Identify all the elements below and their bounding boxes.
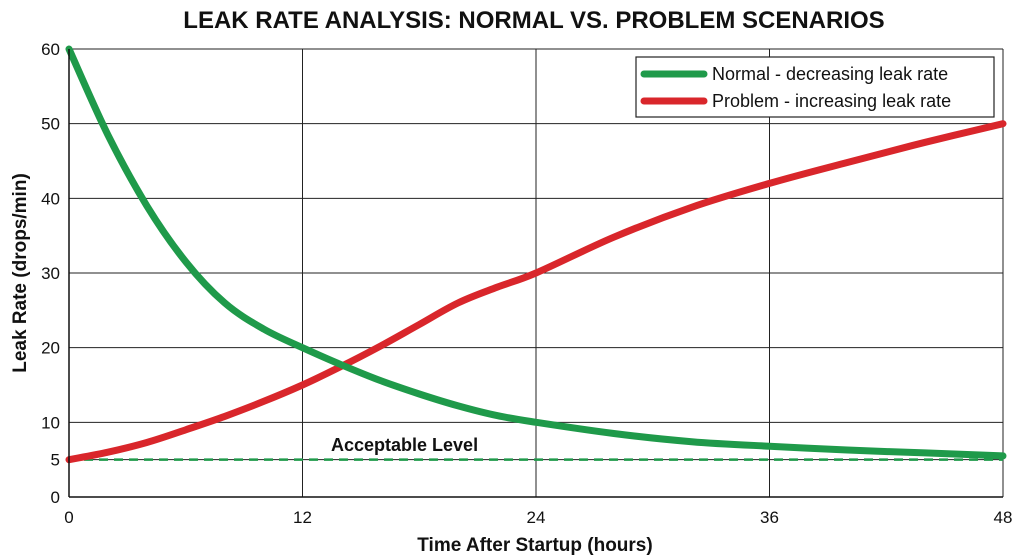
x-tick-label: 12 — [293, 508, 312, 527]
y-tick-label: 20 — [41, 339, 60, 358]
series-group — [65, 45, 1007, 464]
y-axis-label: Leak Rate (drops/min) — [10, 173, 31, 373]
axes — [68, 49, 1003, 498]
x-tick-label: 0 — [64, 508, 73, 527]
y-tick-label: 30 — [41, 264, 60, 283]
y-tick-label: 40 — [41, 189, 60, 208]
acceptable-level-label: Acceptable Level — [331, 435, 478, 455]
y-tick-label: 5 — [51, 451, 60, 470]
y-ticks: 0 5 10 20 30 40 50 60 — [41, 40, 60, 507]
reference-line-group: Acceptable Level — [69, 435, 1003, 461]
y-tick-label: 10 — [41, 413, 60, 432]
x-tick-label: 36 — [760, 508, 779, 527]
legend-box — [635, 56, 995, 118]
y-tick-label: 0 — [51, 488, 60, 507]
y-tick-label: 60 — [41, 40, 60, 59]
x-tick-label: 24 — [527, 508, 546, 527]
y-tick-label: 50 — [41, 115, 60, 134]
problem-series-line — [65, 120, 1007, 464]
chart-title: LEAK RATE ANALYSIS: NORMAL VS. PROBLEM S… — [183, 7, 884, 34]
legend: Normal - decreasing leak rate Problem - i… — [635, 56, 995, 118]
legend-label: Normal - decreasing leak rate — [712, 64, 948, 84]
x-axis-label: Time After Startup (hours) — [417, 535, 652, 556]
x-ticks: 0 12 24 36 48 — [64, 508, 1012, 527]
x-tick-label: 48 — [994, 508, 1013, 527]
normal-series-line — [65, 45, 1007, 460]
legend-label: Problem - increasing leak rate — [712, 91, 951, 111]
